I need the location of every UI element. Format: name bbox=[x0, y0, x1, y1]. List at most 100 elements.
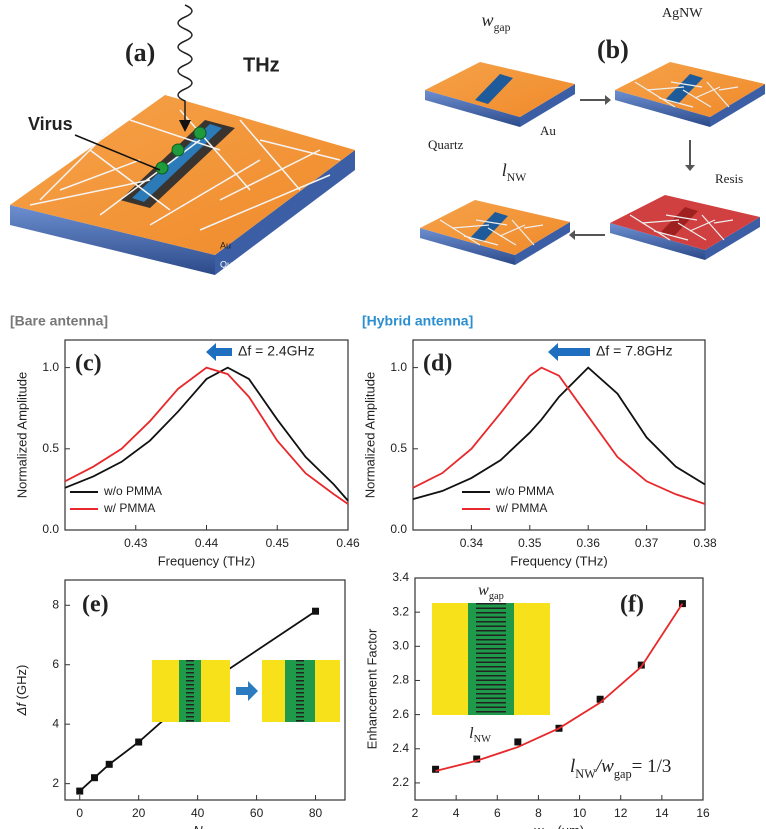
x-tick-label: 0.38 bbox=[693, 536, 717, 550]
legend-label: w/o PMMA bbox=[495, 484, 554, 498]
x-axis-label: Frequency (THz) bbox=[510, 553, 608, 568]
x-tick-label: 2 bbox=[412, 806, 419, 820]
point bbox=[514, 738, 521, 745]
y-tick-label: 0.5 bbox=[390, 441, 407, 455]
y-tick-label: 3.2 bbox=[392, 604, 409, 618]
y-axis-label: Δf (GHz) bbox=[14, 665, 29, 717]
text-part: w bbox=[478, 582, 489, 599]
x-tick-label: 0.45 bbox=[266, 536, 290, 550]
x-tick-label: 40 bbox=[191, 806, 205, 820]
point bbox=[312, 608, 319, 615]
virus-label: Virus bbox=[28, 114, 73, 134]
x-tick-label: 0.43 bbox=[124, 536, 148, 550]
y-tick-label: 2.8 bbox=[392, 673, 409, 687]
point bbox=[432, 766, 439, 773]
x-tick-label: 16 bbox=[696, 806, 710, 820]
text-part: gap bbox=[489, 591, 504, 602]
y-axis-label: Normalized Amplitude bbox=[14, 372, 29, 498]
figure: (a) THz Virus Au Quartz (b) wgap AgNW Au… bbox=[0, 0, 766, 829]
panel-a: (a) THz Virus Au Quartz bbox=[10, 5, 355, 275]
annotation: lNW/wgap= 1/3 bbox=[570, 756, 671, 780]
text-part: NW bbox=[575, 767, 596, 781]
step-arrow-head bbox=[685, 165, 695, 171]
inset-label: wgap bbox=[478, 582, 504, 602]
x-axis-label: wgap(μm) bbox=[534, 823, 584, 829]
x-tick-label: 8 bbox=[535, 806, 542, 820]
text-part: /w bbox=[595, 756, 614, 777]
y-tick-label: 8 bbox=[52, 597, 59, 611]
text-part: gap bbox=[614, 767, 632, 781]
panel-label: (d) bbox=[423, 351, 452, 377]
x-tick-label: 20 bbox=[132, 806, 146, 820]
x-tick-label: 12 bbox=[614, 806, 628, 820]
series-line bbox=[413, 368, 705, 500]
annotation: Δf = 2.4GHz bbox=[238, 343, 315, 359]
point bbox=[76, 788, 83, 795]
y-tick-label: 3.4 bbox=[392, 570, 409, 584]
x-tick-label: 14 bbox=[655, 806, 669, 820]
panel-label: (c) bbox=[75, 351, 102, 377]
legend-label: w/ PMMA bbox=[495, 501, 547, 515]
x-tick-label: 80 bbox=[309, 806, 323, 820]
y-tick-label: 0.5 bbox=[42, 441, 59, 455]
x-tick-label: 0.36 bbox=[577, 536, 601, 550]
panel-label: (f) bbox=[620, 592, 644, 618]
plot-frame bbox=[413, 340, 705, 530]
text-part: w bbox=[482, 10, 494, 30]
y-tick-label: 1.0 bbox=[42, 360, 59, 374]
metal-label: Au bbox=[540, 123, 556, 138]
y-tick-label: 0.0 bbox=[390, 522, 407, 536]
thz-label: THz bbox=[243, 54, 280, 76]
inset-arrow bbox=[236, 681, 258, 701]
x-tick-label: 10 bbox=[573, 806, 587, 820]
x-tick-label: 0.37 bbox=[635, 536, 659, 550]
panel-header: [Hybrid antenna] bbox=[362, 313, 473, 329]
text-part: w bbox=[534, 823, 545, 829]
step-arrow-head bbox=[605, 95, 611, 105]
shift-arrow bbox=[206, 343, 232, 361]
x-axis-label: NNW bbox=[193, 823, 216, 829]
annotation: Δf = 7.8GHz bbox=[596, 343, 673, 359]
y-tick-label: 0.0 bbox=[42, 522, 59, 536]
text-part: NW bbox=[474, 734, 492, 745]
legend-label: w/o PMMA bbox=[103, 484, 162, 498]
y-tick-label: 2.4 bbox=[392, 741, 409, 755]
y-axis-label: Enhancement Factor bbox=[364, 628, 379, 749]
panel-label: (e) bbox=[82, 592, 109, 618]
x-tick-label: 0.34 bbox=[460, 536, 484, 550]
metal-label: Au bbox=[220, 240, 231, 250]
wire-label: AgNW bbox=[662, 6, 703, 21]
x-tick-label: 4 bbox=[453, 806, 460, 820]
y-axis-label: Normalized Amplitude bbox=[362, 372, 377, 498]
text-part: (μm) bbox=[557, 823, 584, 829]
text-part: (GHz) bbox=[14, 665, 29, 703]
y-tick-label: 2.6 bbox=[392, 707, 409, 721]
legend-label: w/ PMMA bbox=[103, 501, 155, 515]
panel-b: (b) wgap AgNW Au Quartz Resis lNW bbox=[420, 6, 765, 265]
point bbox=[106, 761, 113, 768]
x-tick-label: 0 bbox=[76, 806, 83, 820]
x-tick-label: 0.46 bbox=[336, 536, 360, 550]
y-tick-label: 2 bbox=[52, 776, 59, 790]
resist-label: Resis bbox=[715, 171, 743, 186]
shift-arrow bbox=[548, 343, 590, 361]
point bbox=[91, 774, 98, 781]
x-tick-label: 60 bbox=[250, 806, 264, 820]
panel-label: (a) bbox=[125, 38, 155, 67]
text-part: N bbox=[193, 823, 203, 829]
text-part: gap bbox=[494, 21, 511, 34]
gap-label: wgap bbox=[482, 10, 511, 34]
x-axis-label: Frequency (THz) bbox=[158, 553, 256, 568]
length-label: lNW bbox=[502, 160, 527, 184]
substrate-label: Quartz bbox=[220, 259, 248, 269]
text-part: = 1/3 bbox=[632, 756, 672, 777]
inset-label: lNW bbox=[469, 725, 491, 745]
series-line bbox=[65, 368, 348, 501]
y-tick-label: 2.2 bbox=[392, 775, 409, 789]
panel-header: [Bare antenna] bbox=[10, 313, 108, 329]
panel-label: (b) bbox=[597, 35, 629, 64]
point bbox=[135, 739, 142, 746]
x-tick-label: 6 bbox=[494, 806, 501, 820]
y-tick-label: 4 bbox=[52, 716, 59, 730]
y-tick-label: 6 bbox=[52, 657, 59, 671]
